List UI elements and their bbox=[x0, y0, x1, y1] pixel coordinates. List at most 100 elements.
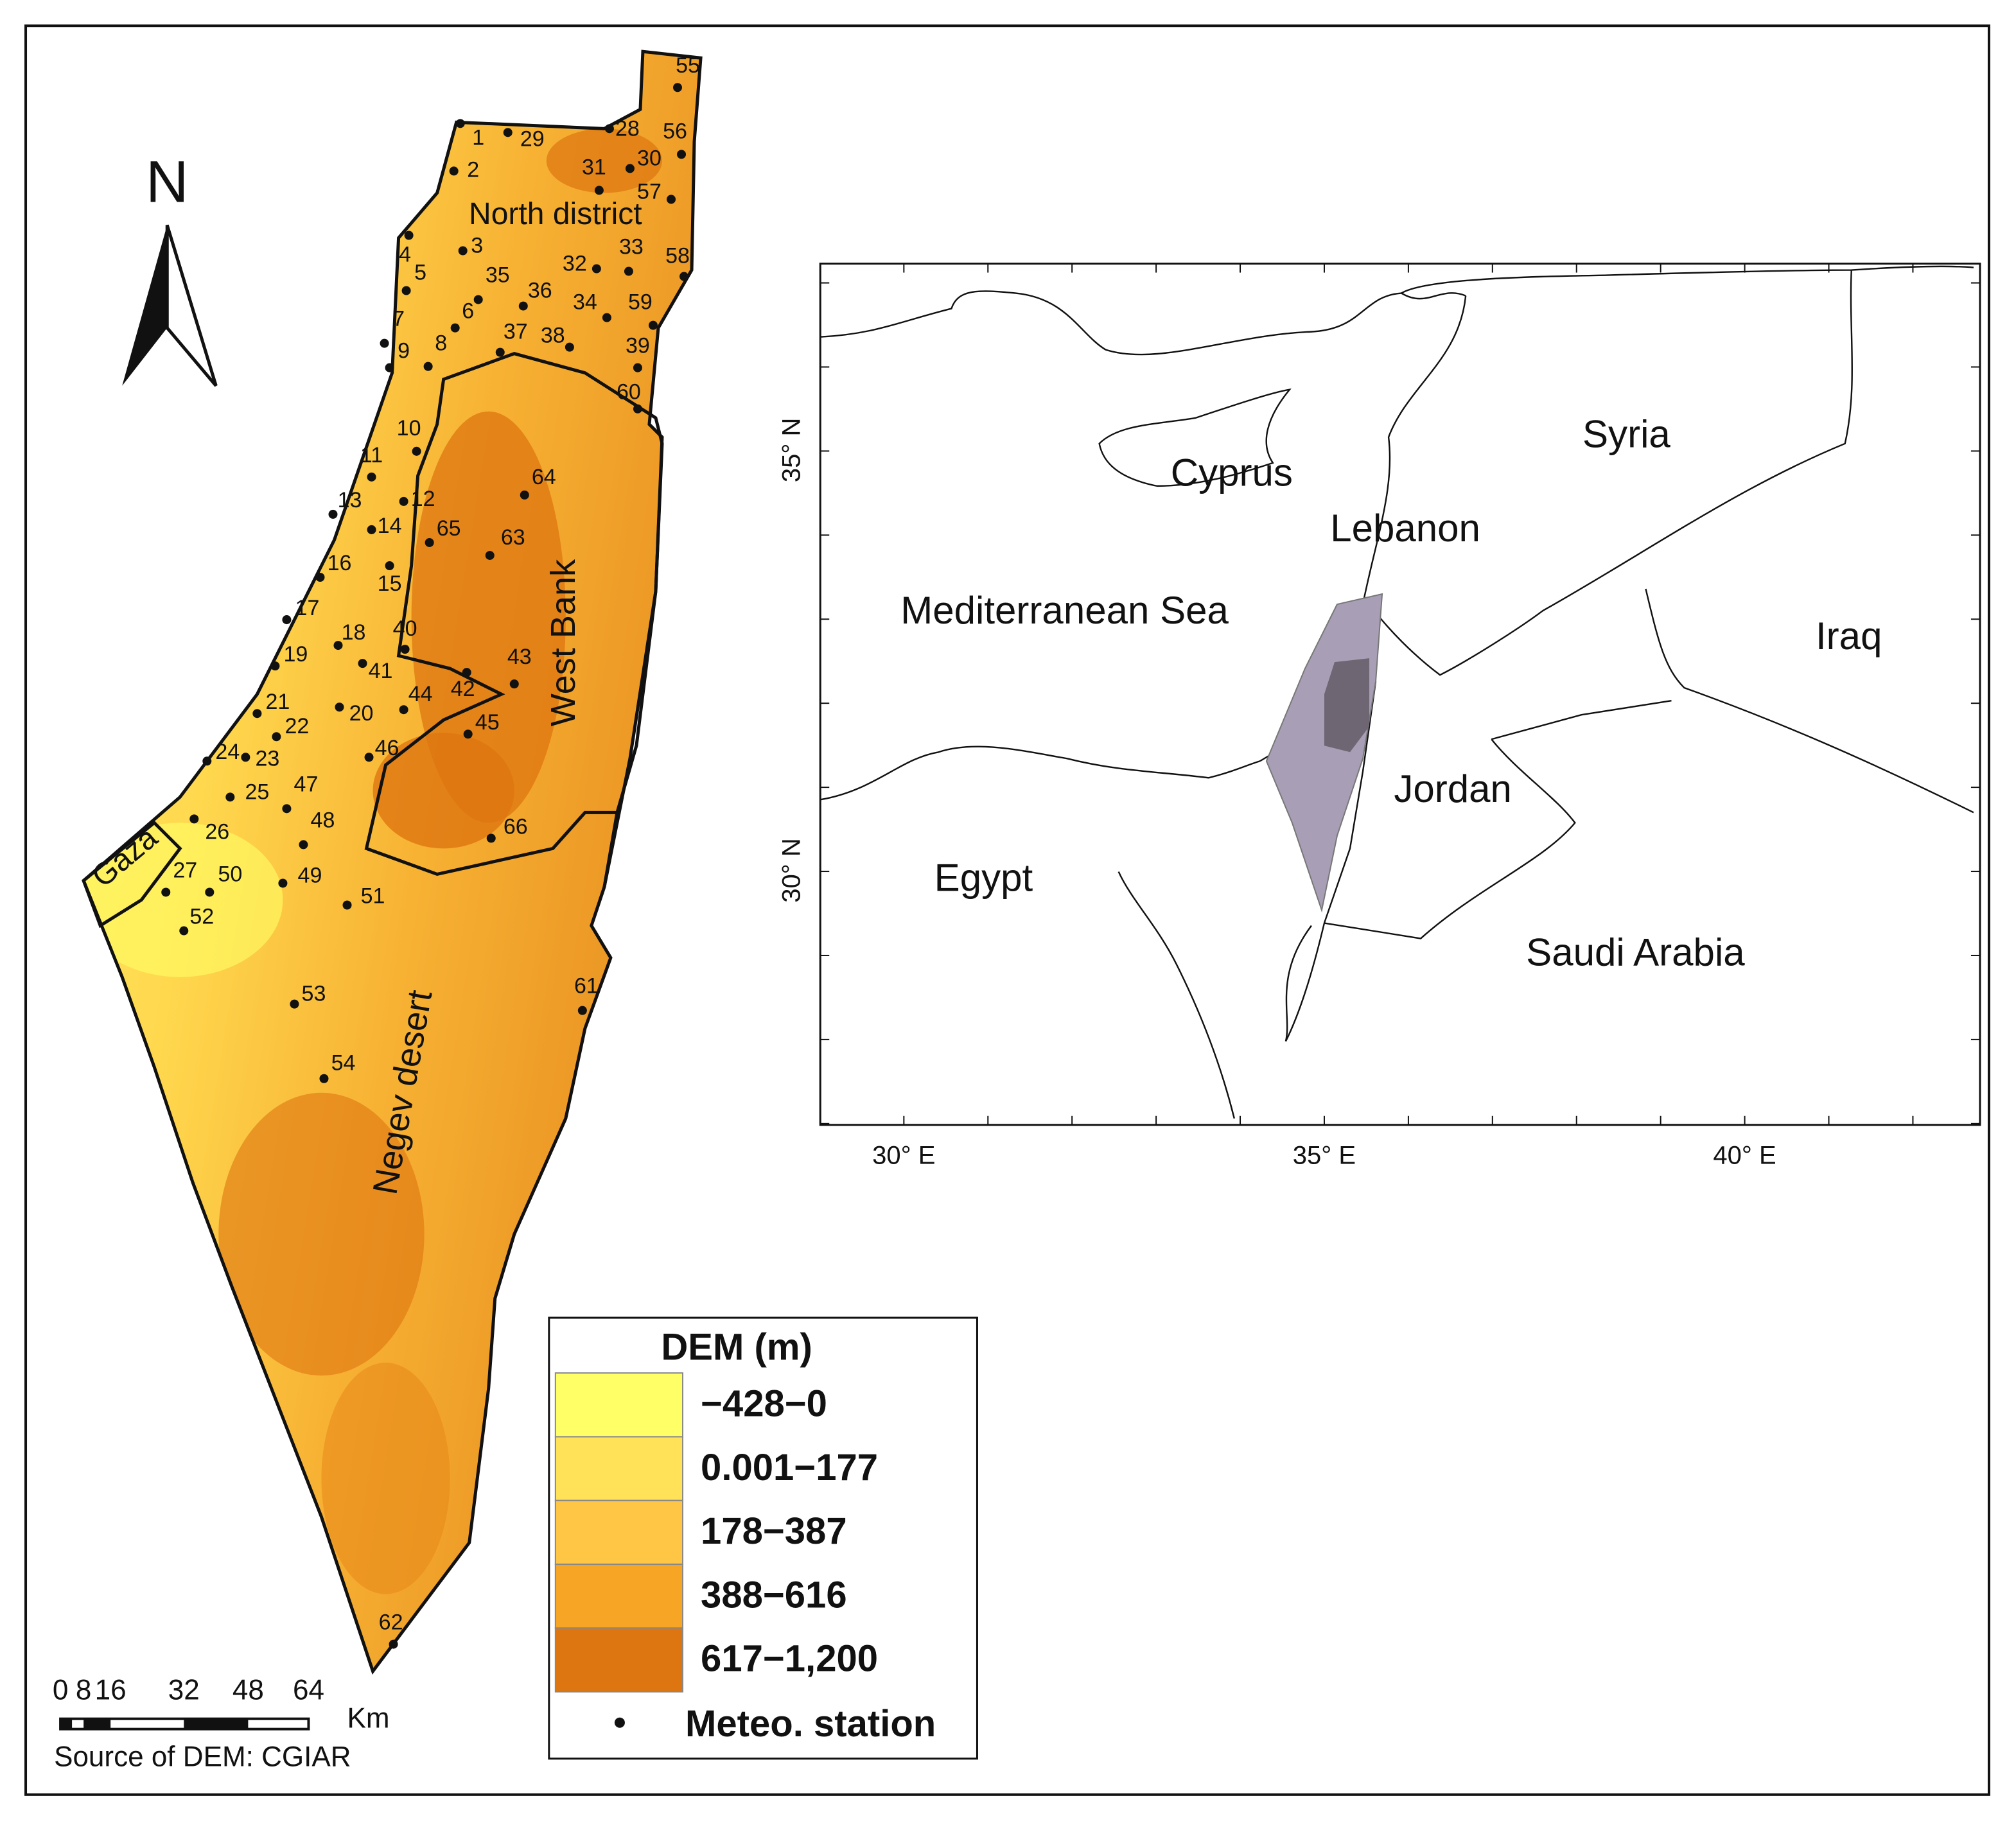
station-label: 24 bbox=[215, 740, 240, 764]
station-dot bbox=[423, 362, 433, 371]
station-label: 33 bbox=[619, 234, 644, 259]
station-dot bbox=[473, 295, 483, 304]
station-label: 40 bbox=[393, 616, 417, 641]
station-label: 38 bbox=[541, 324, 565, 348]
station-dot bbox=[648, 320, 658, 330]
station-label: 3 bbox=[471, 233, 483, 257]
station-label: 63 bbox=[501, 525, 525, 550]
legend-title: DEM (m) bbox=[661, 1326, 812, 1368]
scale-tick-label: 48 bbox=[232, 1674, 264, 1705]
station-dot bbox=[282, 615, 292, 625]
legend: DEM (m) Meteo. station −428−0 0.001−177 17… bbox=[548, 1316, 978, 1760]
station-dot bbox=[455, 119, 465, 128]
station-label: 54 bbox=[331, 1051, 356, 1076]
station-label: 41 bbox=[369, 659, 393, 683]
station-dot bbox=[594, 186, 604, 195]
station-dot bbox=[367, 525, 376, 534]
country-label: Iraq bbox=[1816, 615, 1882, 658]
west-bank-boundary bbox=[364, 352, 664, 877]
district-line bbox=[602, 812, 619, 887]
station-label: 43 bbox=[507, 645, 532, 669]
station-label: 50 bbox=[218, 862, 242, 886]
station-label: 25 bbox=[245, 780, 269, 804]
station-label: 21 bbox=[265, 690, 290, 714]
station-label: 51 bbox=[361, 884, 385, 908]
station-label: 27 bbox=[173, 858, 197, 882]
legend-swatch bbox=[554, 1564, 684, 1629]
station-dot bbox=[518, 301, 528, 311]
lon-label: 30° E bbox=[872, 1141, 935, 1169]
station-dot bbox=[673, 83, 683, 92]
station-dot bbox=[252, 709, 262, 719]
station-dot bbox=[189, 814, 199, 824]
legend-label: 617−1,200 bbox=[701, 1638, 878, 1680]
station-label: 32 bbox=[563, 252, 587, 276]
station-dot bbox=[399, 496, 408, 506]
station-label: 48 bbox=[311, 808, 335, 832]
station-label: 15 bbox=[378, 571, 402, 596]
station-dot bbox=[328, 509, 338, 519]
station-label: 6 bbox=[462, 299, 474, 324]
legend-swatch bbox=[554, 1436, 684, 1501]
scale-tick-label: 0 bbox=[53, 1674, 69, 1705]
station-dot bbox=[399, 705, 408, 715]
station-label: 46 bbox=[375, 736, 399, 760]
lat-label: 35° N bbox=[778, 418, 806, 483]
scale-unit: Km bbox=[347, 1702, 390, 1734]
station-label: 4 bbox=[399, 243, 411, 267]
station-label: 12 bbox=[411, 487, 435, 511]
scale-tick-label: 32 bbox=[168, 1674, 200, 1705]
station-dot bbox=[225, 792, 235, 802]
lon-label: 35° E bbox=[1293, 1141, 1356, 1169]
north-label: N bbox=[146, 149, 188, 215]
station-dot bbox=[315, 572, 325, 582]
station-label: 39 bbox=[626, 334, 650, 358]
legend-label: Meteo. station bbox=[685, 1703, 936, 1745]
station-dot bbox=[666, 195, 676, 204]
station-dot bbox=[462, 668, 471, 677]
station-label: 26 bbox=[205, 819, 229, 844]
station-dot bbox=[412, 446, 421, 456]
legend-swatch bbox=[554, 1372, 684, 1438]
station-label: 18 bbox=[342, 620, 366, 645]
legend-label: 178−387 bbox=[701, 1510, 847, 1552]
station-label: 22 bbox=[285, 714, 310, 738]
legend-label: 0.001−177 bbox=[701, 1447, 878, 1488]
station-dot bbox=[495, 347, 505, 357]
station-dot bbox=[624, 266, 633, 276]
station-dot bbox=[319, 1074, 329, 1083]
station-label: 55 bbox=[676, 53, 700, 78]
station-dot bbox=[401, 286, 411, 295]
station-dot bbox=[205, 887, 215, 897]
station-dot bbox=[400, 645, 410, 654]
west-bank-highlight bbox=[1324, 658, 1370, 753]
station-label: 13 bbox=[338, 488, 362, 512]
inset-map: 30° E 35° E 40° E 35° N 30° N Syria Cyprus Leba… bbox=[778, 263, 1981, 1169]
station-label: 49 bbox=[298, 863, 322, 887]
station-dot bbox=[633, 404, 642, 414]
station-dot bbox=[299, 840, 308, 850]
country-label: Egypt bbox=[934, 856, 1033, 899]
station-dot bbox=[625, 164, 635, 173]
station-label: 61 bbox=[574, 974, 599, 999]
station-dot bbox=[458, 246, 468, 256]
station-label: 36 bbox=[528, 279, 552, 303]
station-dot bbox=[278, 878, 288, 888]
station-label: 7 bbox=[392, 307, 405, 331]
country-label: Cyprus bbox=[1171, 451, 1293, 494]
country-label: Jordan bbox=[1394, 767, 1512, 810]
station-label: 42 bbox=[451, 677, 475, 701]
station-label: 8 bbox=[435, 331, 447, 356]
station-label: 65 bbox=[437, 516, 461, 541]
station-label: 64 bbox=[532, 465, 556, 489]
station-label: 11 bbox=[360, 443, 383, 467]
station-dot bbox=[463, 729, 473, 739]
station-dot bbox=[385, 561, 394, 570]
region-label: North district bbox=[469, 197, 642, 231]
station-dot bbox=[577, 1006, 587, 1015]
station-label: 37 bbox=[504, 320, 528, 344]
station-dot bbox=[367, 472, 376, 482]
station-dot bbox=[358, 659, 367, 668]
station-label: 29 bbox=[520, 126, 545, 151]
